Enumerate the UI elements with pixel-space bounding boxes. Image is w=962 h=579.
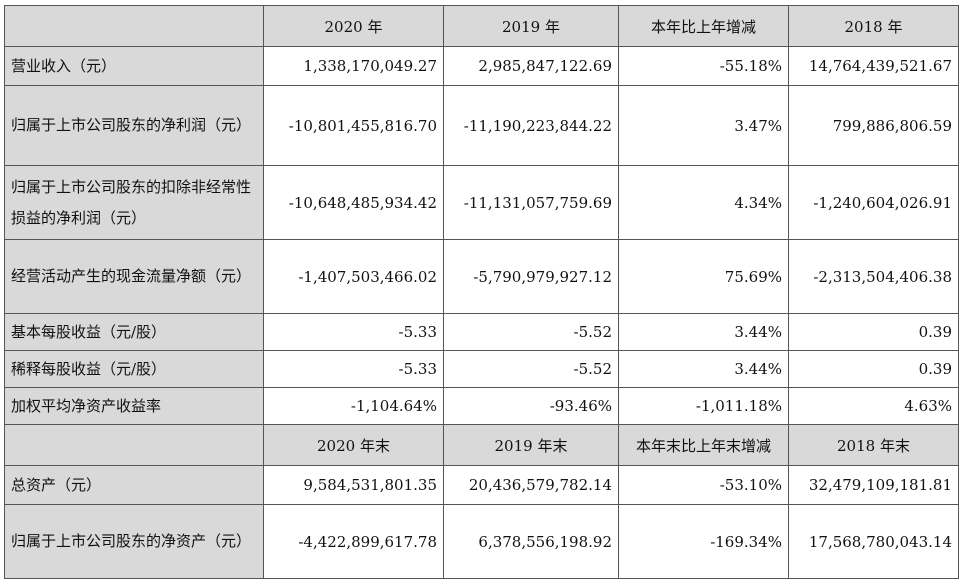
cell-value: -1,011.18% (618, 387, 789, 425)
cell-value: -5.52 (443, 350, 619, 388)
table-row: 基本每股收益（元/股） -5.33 -5.52 3.44% 0.39 (4, 313, 959, 351)
cell-value: 4.34% (618, 165, 789, 240)
cell-value: 32,479,109,181.81 (788, 465, 959, 505)
table-row: 营业收入（元） 1,338,170,049.27 2,985,847,122.6… (4, 46, 959, 86)
cell-value: -10,801,455,816.70 (263, 85, 444, 166)
table-row: 总资产（元） 9,584,531,801.35 20,436,579,782.1… (4, 465, 959, 505)
header-2020-end: 2020 年末 (263, 424, 444, 466)
cell-value: -1,240,604,026.91 (788, 165, 959, 240)
header-change-end: 本年末比上年末增减 (618, 424, 789, 466)
cell-value: -93.46% (443, 387, 619, 425)
cell-value: -5,790,979,927.12 (443, 239, 619, 314)
header-corner-cell (4, 424, 264, 466)
header-2020: 2020 年 (263, 5, 444, 47)
header-2019-end: 2019 年末 (443, 424, 619, 466)
cell-value: 4.63% (788, 387, 959, 425)
cell-value: 3.44% (618, 313, 789, 351)
row-label-total-assets: 总资产（元） (4, 465, 264, 505)
cell-value: 0.39 (788, 313, 959, 351)
financial-table: 2020 年 2019 年 本年比上年增减 2018 年 营业收入（元） 1,3… (4, 5, 959, 579)
row-label-revenue: 营业收入（元） (4, 46, 264, 86)
cell-value: -5.33 (263, 350, 444, 388)
header-2018-end: 2018 年末 (788, 424, 959, 466)
row-label-operating-cash-flow: 经营活动产生的现金流量净额（元） (4, 239, 264, 314)
cell-value: -10,648,485,934.42 (263, 165, 444, 240)
cell-value: 75.69% (618, 239, 789, 314)
header-row-year-end: 2020 年末 2019 年末 本年末比上年末增减 2018 年末 (4, 424, 959, 466)
row-label-diluted-eps: 稀释每股收益（元/股） (4, 350, 264, 388)
cell-value: -4,422,899,617.78 (263, 504, 444, 579)
row-label-net-profit-excl: 归属于上市公司股东的扣除非经常性损益的净利润（元） (4, 165, 264, 240)
cell-value: -1,104.64% (263, 387, 444, 425)
row-label-net-profit: 归属于上市公司股东的净利润（元） (4, 85, 264, 166)
cell-value: -5.52 (443, 313, 619, 351)
header-change: 本年比上年增减 (618, 5, 789, 47)
table-row: 稀释每股收益（元/股） -5.33 -5.52 3.44% 0.39 (4, 350, 959, 388)
cell-value: 14,764,439,521.67 (788, 46, 959, 86)
cell-value: -1,407,503,466.02 (263, 239, 444, 314)
header-2019: 2019 年 (443, 5, 619, 47)
row-label-roe: 加权平均净资产收益率 (4, 387, 264, 425)
header-row-annual: 2020 年 2019 年 本年比上年增减 2018 年 (4, 5, 959, 47)
cell-value: 1,338,170,049.27 (263, 46, 444, 86)
row-label-basic-eps: 基本每股收益（元/股） (4, 313, 264, 351)
header-2018: 2018 年 (788, 5, 959, 47)
table-row: 归属于上市公司股东的扣除非经常性损益的净利润（元） -10,648,485,93… (4, 165, 959, 240)
cell-value: 3.44% (618, 350, 789, 388)
cell-value: -2,313,504,406.38 (788, 239, 959, 314)
header-corner-cell (4, 5, 264, 47)
table-row: 经营活动产生的现金流量净额（元） -1,407,503,466.02 -5,79… (4, 239, 959, 314)
cell-value: 17,568,780,043.14 (788, 504, 959, 579)
cell-value: 20,436,579,782.14 (443, 465, 619, 505)
table-row: 归属于上市公司股东的净利润（元） -10,801,455,816.70 -11,… (4, 85, 959, 166)
cell-value: -169.34% (618, 504, 789, 579)
row-label-net-assets: 归属于上市公司股东的净资产（元） (4, 504, 264, 579)
cell-value: -11,190,223,844.22 (443, 85, 619, 166)
table-row: 加权平均净资产收益率 -1,104.64% -93.46% -1,011.18%… (4, 387, 959, 425)
cell-value: -53.10% (618, 465, 789, 505)
cell-value: 9,584,531,801.35 (263, 465, 444, 505)
cell-value: 0.39 (788, 350, 959, 388)
cell-value: 799,886,806.59 (788, 85, 959, 166)
cell-value: -55.18% (618, 46, 789, 86)
cell-value: 6,378,556,198.92 (443, 504, 619, 579)
cell-value: -11,131,057,759.69 (443, 165, 619, 240)
cell-value: 3.47% (618, 85, 789, 166)
cell-value: 2,985,847,122.69 (443, 46, 619, 86)
cell-value: -5.33 (263, 313, 444, 351)
table-row: 归属于上市公司股东的净资产（元） -4,422,899,617.78 6,378… (4, 504, 959, 579)
